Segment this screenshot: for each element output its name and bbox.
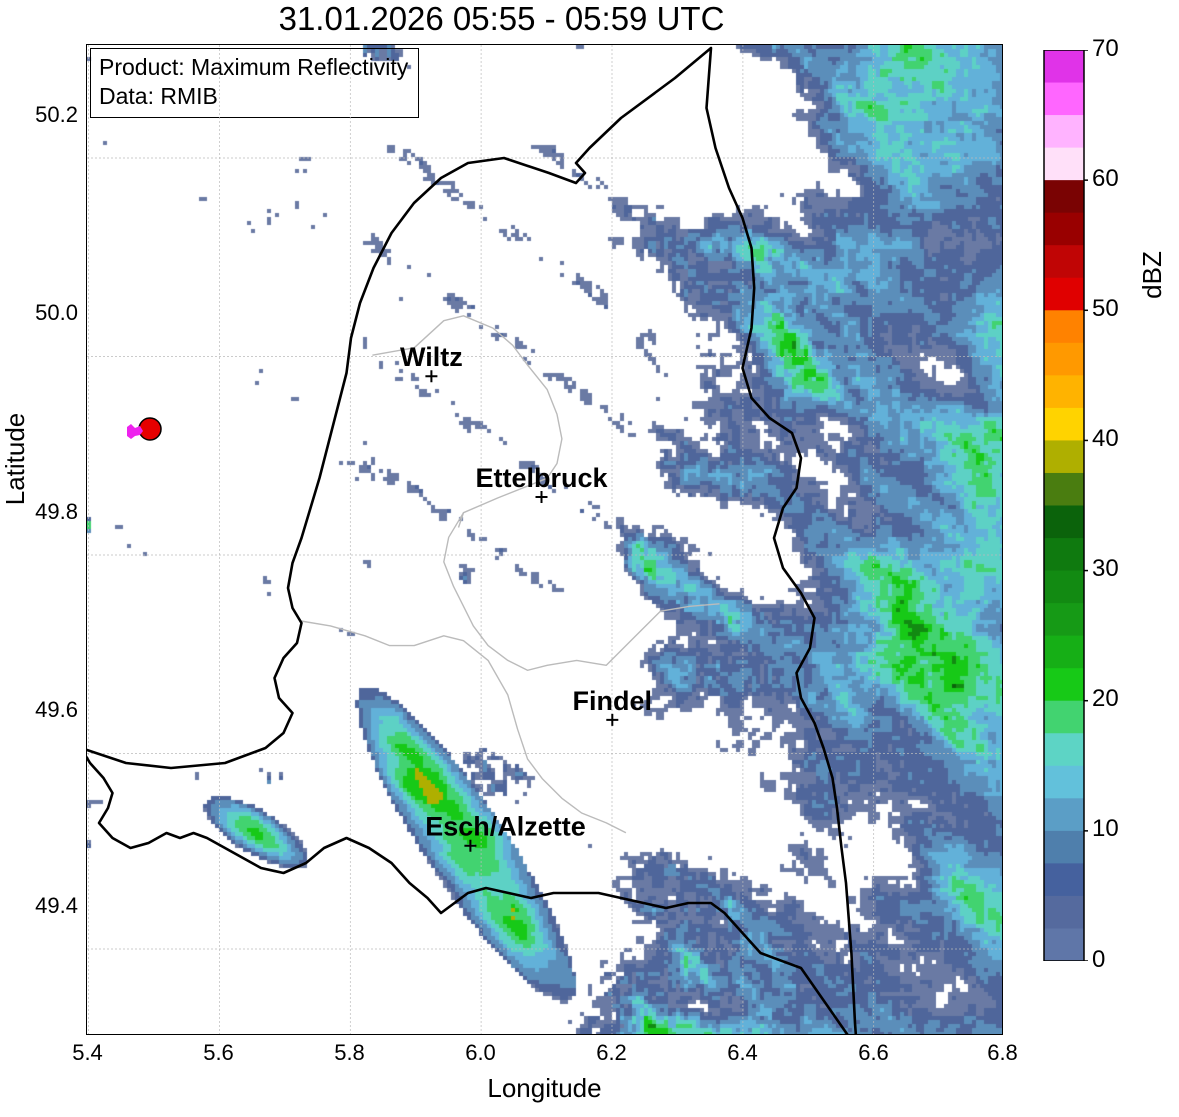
svg-text:Esch/Alzette: Esch/Alzette — [425, 811, 586, 841]
svg-text:Findel: Findel — [573, 686, 653, 716]
svg-text:Ettelbruck: Ettelbruck — [475, 463, 608, 493]
svg-text:Wiltz: Wiltz — [400, 342, 463, 372]
